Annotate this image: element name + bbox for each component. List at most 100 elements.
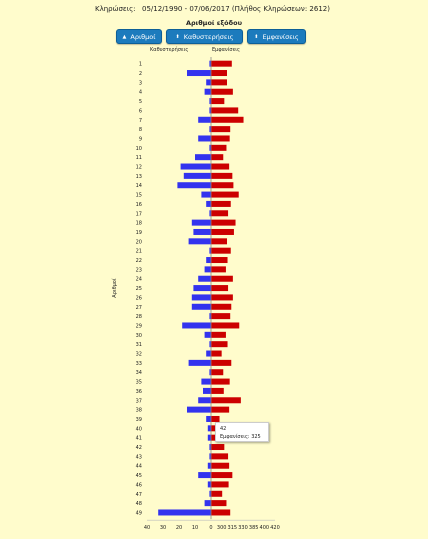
x-tick-label: 385: [249, 525, 259, 531]
delay-bar: [187, 70, 211, 77]
category-tick-label: 37: [136, 398, 142, 404]
delay-bar: [191, 294, 211, 301]
x-tick-label: 30: [160, 525, 166, 531]
x-tick-label: 40: [144, 525, 150, 531]
sort-icon: ⬍: [175, 33, 180, 40]
category-tick-label: 26: [136, 295, 142, 301]
category-tick-label: 8: [139, 127, 142, 133]
appearance-bar: [211, 107, 239, 114]
category-tick-label: 34: [136, 370, 142, 376]
appearance-bar: [211, 70, 227, 77]
category-tick-label: 6: [139, 108, 142, 114]
appearance-bar: [211, 341, 228, 348]
delay-bar: [158, 509, 211, 516]
x-tick-label: 420: [270, 525, 280, 531]
delay-bar: [193, 228, 211, 235]
appearance-bar: [211, 378, 230, 385]
category-tick-label: 48: [136, 501, 142, 507]
delay-bar: [198, 275, 211, 282]
category-tick-label: 29: [136, 323, 142, 329]
appearance-bar: [211, 406, 230, 413]
x-tick-label: 10: [192, 525, 198, 531]
category-tick-label: 14: [136, 183, 142, 189]
category-tick-label: 36: [136, 389, 142, 395]
appearance-bar: [211, 387, 224, 394]
delay-bar: [198, 116, 211, 123]
category-tick-label: 42: [136, 445, 142, 451]
category-tick-label: 19: [136, 230, 142, 236]
category-tick-label: 1: [139, 62, 142, 68]
delay-bar: [209, 126, 211, 133]
category-tick-label: 46: [136, 482, 142, 488]
appearance-bar: [211, 500, 227, 507]
appearance-bar: [211, 238, 227, 245]
appearance-bar: [211, 144, 227, 151]
y-axis-label: Αριθμοί: [111, 278, 118, 298]
sort-by-appearances-button[interactable]: ⬍ Εμφανίσεις: [247, 29, 306, 44]
category-tick-label: 11: [136, 155, 142, 161]
category-tick-label: 23: [136, 267, 142, 273]
appearance-bar: [211, 369, 224, 376]
appearance-bar: [211, 126, 231, 133]
delay-bar: [183, 172, 211, 179]
appearance-bar: [211, 285, 229, 292]
category-tick-label: 28: [136, 314, 142, 320]
appearances-column-header: Εμφανίσεις: [212, 47, 240, 53]
delay-bar: [207, 434, 211, 441]
appearance-bar: [211, 79, 227, 86]
appearance-bar: [211, 303, 232, 310]
delay-bar: [188, 238, 211, 245]
category-tick-label: 10: [136, 146, 142, 152]
appearance-bar: [211, 472, 233, 479]
category-tick-label: 4: [139, 90, 142, 96]
delay-bar: [206, 415, 211, 422]
category-tick-label: 25: [136, 286, 142, 292]
tooltip-number: 42: [220, 426, 227, 432]
category-tick-label: 12: [136, 165, 142, 171]
delay-bar: [191, 219, 211, 226]
bar-tooltip: 42 Εμφανίσεις: 325: [215, 422, 269, 442]
appearance-bar: [211, 509, 231, 516]
delay-bar: [191, 303, 211, 310]
category-tick-label: 49: [136, 510, 142, 516]
draws-label: Κληρώσεις:: [95, 5, 136, 13]
delay-bar: [177, 182, 211, 189]
delay-bar: [206, 350, 211, 357]
delay-bar: [209, 144, 211, 151]
sort-by-number-button[interactable]: ▲ Αριθμοί: [116, 29, 162, 44]
category-tick-label: 16: [136, 202, 142, 208]
appearance-bar: [211, 275, 233, 282]
appearance-bar: [211, 191, 239, 198]
category-tick-label: 38: [136, 408, 142, 414]
delay-bar: [209, 247, 211, 254]
delay-bar: [206, 200, 211, 207]
tooltip-text: Εμφανίσεις: 325: [220, 434, 261, 440]
x-tick-label: 0: [209, 525, 212, 531]
x-tick-label: 20: [176, 525, 182, 531]
delay-bar: [206, 257, 211, 264]
appearance-bar: [211, 434, 219, 441]
appearance-bar: [211, 490, 223, 497]
sort-by-delay-label: Καθυστερήσεις: [183, 32, 234, 41]
delay-bar: [207, 462, 211, 469]
delay-bar: [209, 210, 211, 217]
delay-bar: [209, 313, 211, 320]
category-tick-label: 13: [136, 174, 142, 180]
category-tick-label: 45: [136, 473, 142, 479]
chart-subtitle: Αριθμοί εξόδου: [186, 19, 242, 27]
appearance-bar: [211, 453, 229, 460]
appearance-bar: [211, 200, 231, 207]
category-tick-label: 35: [136, 380, 142, 386]
category-tick-label: 3: [139, 80, 142, 86]
category-tick-label: 15: [136, 193, 142, 199]
x-tick-label: 315: [228, 525, 238, 531]
appearance-bar: [211, 219, 236, 226]
appearance-bar: [211, 210, 229, 217]
delay-bar: [201, 191, 211, 198]
sort-by-delay-button[interactable]: ⬍ Καθυστερήσεις: [166, 29, 243, 44]
delay-bar: [206, 79, 211, 86]
appearance-bar: [211, 116, 244, 123]
delay-bar: [204, 331, 211, 338]
category-tick-label: 44: [136, 464, 142, 470]
delay-bar: [188, 359, 211, 366]
